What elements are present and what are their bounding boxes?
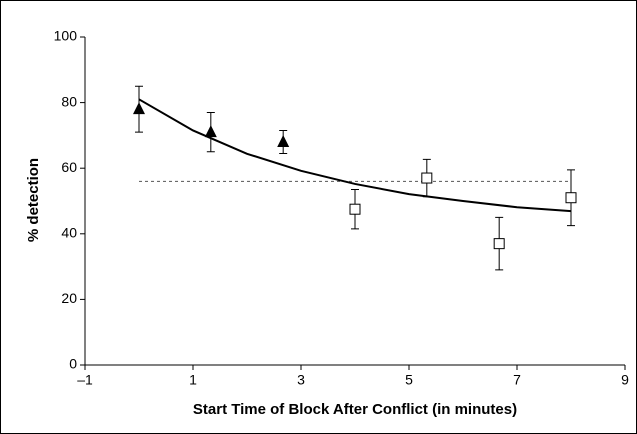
- x-tick-label: 5: [405, 372, 413, 388]
- x-axis-label: Start Time of Block After Conflict (in m…: [193, 401, 517, 418]
- square-marker: [565, 192, 577, 204]
- y-axis-label: % detection: [25, 158, 42, 242]
- x-tick-label: 7: [513, 372, 521, 388]
- triangle-marker: [204, 125, 217, 138]
- square-marker: [349, 203, 361, 215]
- square-marker: [421, 172, 433, 184]
- y-tick-label: 20: [61, 290, 77, 306]
- x-tick-label: 1: [189, 372, 197, 388]
- y-tick-label: 80: [61, 93, 77, 109]
- x-tick-label: 9: [621, 372, 629, 388]
- y-tick-label: 0: [69, 356, 77, 372]
- triangle-marker: [133, 102, 145, 115]
- x-tick-label: 3: [297, 372, 305, 388]
- y-tick-label: 100: [54, 28, 78, 44]
- triangle-marker: [277, 134, 290, 147]
- y-tick-label: 40: [61, 225, 77, 241]
- square-marker: [493, 238, 505, 250]
- y-tick-label: 60: [61, 159, 77, 175]
- x-tick-label: –1: [77, 372, 93, 388]
